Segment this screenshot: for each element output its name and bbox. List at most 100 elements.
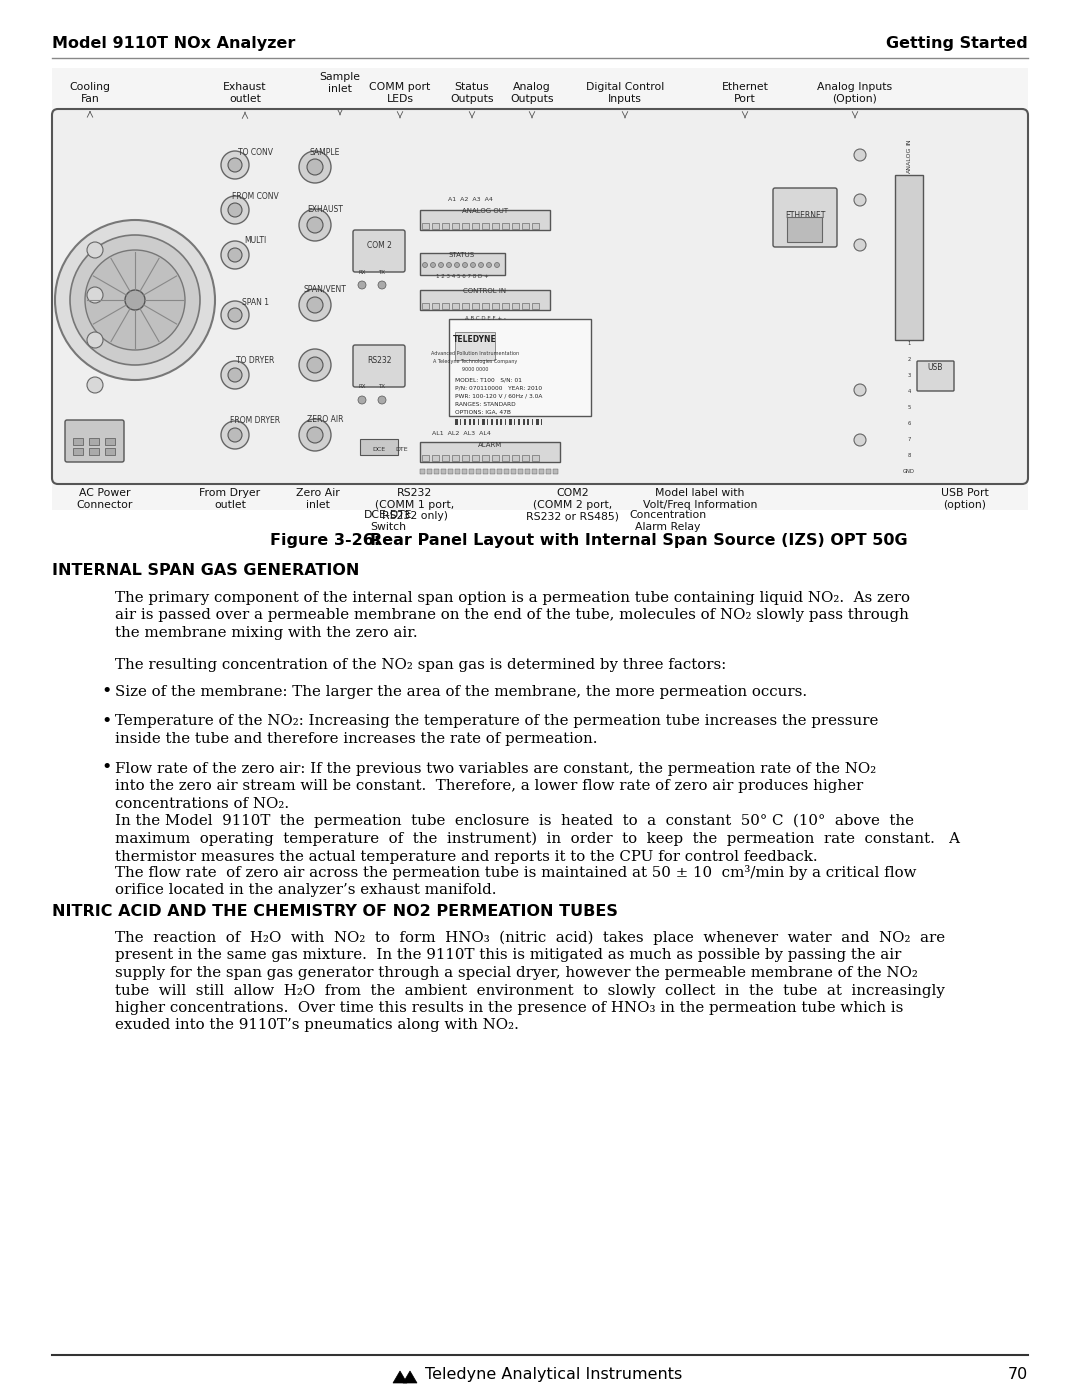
Text: AL1  AL2  AL3  AL4: AL1 AL2 AL3 AL4 (432, 432, 491, 436)
Text: •: • (102, 759, 111, 777)
Bar (476, 469, 481, 474)
Circle shape (378, 395, 386, 404)
Text: A1  A2  A3  A4: A1 A2 A3 A4 (448, 197, 492, 203)
Bar (502, 455, 509, 461)
Text: TX: TX (378, 270, 386, 275)
Bar (522, 303, 529, 309)
Text: DCE: DCE (373, 447, 386, 453)
Bar (525, 469, 530, 474)
Bar (472, 224, 480, 229)
Bar (469, 469, 474, 474)
Text: Flow rate of the zero air: If the previous two variables are constant, the perme: Flow rate of the zero air: If the previo… (114, 761, 876, 775)
Text: The  reaction  of  H₂O  with  NO₂  to  form  HNO₃  (nitric  acid)  takes  place : The reaction of H₂O with NO₂ to form HNO… (114, 930, 945, 944)
Bar (482, 224, 489, 229)
Text: Exhaust
outlet: Exhaust outlet (224, 82, 267, 103)
Text: ETHERNET: ETHERNET (785, 211, 825, 219)
Text: 1: 1 (907, 341, 910, 346)
Text: Concentration
Alarm Relay: Concentration Alarm Relay (630, 510, 706, 532)
Bar (427, 469, 432, 474)
Bar (523, 419, 525, 425)
Text: RX: RX (359, 270, 366, 275)
Circle shape (228, 427, 242, 441)
Bar (492, 455, 499, 461)
Text: present in the same gas mixture.  In the 9110T this is mitigated as much as poss: present in the same gas mixture. In the … (114, 949, 902, 963)
Circle shape (357, 281, 366, 289)
Bar (496, 419, 498, 425)
Circle shape (455, 263, 459, 267)
Text: 8: 8 (907, 453, 910, 458)
Bar (512, 303, 519, 309)
Text: 9000 0000: 9000 0000 (462, 367, 488, 372)
Text: COM 2: COM 2 (366, 242, 391, 250)
Bar (472, 455, 480, 461)
Bar (462, 303, 469, 309)
Text: 1 2 3 4 5 6 7 8 D +: 1 2 3 4 5 6 7 8 D + (435, 274, 488, 279)
Bar (504, 419, 507, 425)
Text: TX: TX (378, 384, 386, 388)
Circle shape (357, 395, 366, 404)
Circle shape (307, 159, 323, 175)
FancyBboxPatch shape (65, 420, 124, 462)
Circle shape (228, 307, 242, 321)
Circle shape (478, 263, 484, 267)
Circle shape (221, 151, 249, 179)
Bar (539, 469, 544, 474)
Text: CONTROL IN: CONTROL IN (463, 288, 507, 293)
Text: 5: 5 (907, 405, 910, 409)
Bar (497, 469, 502, 474)
Bar (73, 448, 83, 455)
Text: supply for the span gas generator through a special dryer, however the permeable: supply for the span gas generator throug… (114, 965, 918, 981)
Text: A Teledyne Technologies Company: A Teledyne Technologies Company (433, 359, 517, 365)
Text: DCE-DTE
Switch: DCE-DTE Switch (364, 510, 413, 532)
Bar (459, 419, 461, 425)
Bar (540, 419, 542, 425)
Bar (482, 419, 485, 425)
Text: higher concentrations.  Over time this results in the presence of HNO₃ in the pe: higher concentrations. Over time this re… (114, 1002, 903, 1016)
Bar (491, 419, 492, 425)
Text: orifice located in the analyzer’s exhaust manifold.: orifice located in the analyzer’s exhaus… (114, 883, 497, 897)
Bar (482, 303, 489, 309)
Bar (486, 419, 488, 425)
Circle shape (228, 249, 242, 263)
Polygon shape (393, 1370, 407, 1383)
Bar (462, 455, 469, 461)
Bar (73, 439, 83, 446)
Text: P/N: 070110000   YEAR: 2010: P/N: 070110000 YEAR: 2010 (455, 386, 542, 391)
Text: AC Power
Connector: AC Power Connector (77, 488, 133, 510)
Text: •: • (102, 682, 111, 700)
Text: Rear Panel Layout with Internal Span Source (IZS) OPT 50G: Rear Panel Layout with Internal Span Sou… (370, 534, 907, 548)
Bar (422, 303, 429, 309)
Circle shape (486, 263, 491, 267)
Text: EXHAUST: EXHAUST (307, 205, 343, 214)
Bar (522, 455, 529, 461)
Circle shape (854, 384, 866, 395)
Bar (89, 448, 99, 455)
Text: Ethernet
Port: Ethernet Port (721, 82, 769, 103)
Text: ZERO AIR: ZERO AIR (307, 415, 343, 425)
Bar (420, 291, 550, 310)
Bar (522, 224, 529, 229)
Bar (546, 469, 551, 474)
Circle shape (378, 281, 386, 289)
Bar (442, 303, 449, 309)
Circle shape (299, 289, 330, 321)
Text: COM2
(COMM 2 port,
RS232 or RS485): COM2 (COMM 2 port, RS232 or RS485) (527, 488, 620, 521)
Bar (504, 469, 509, 474)
Circle shape (55, 219, 215, 380)
Bar (512, 455, 519, 461)
Bar (442, 455, 449, 461)
Text: TELEDYNE: TELEDYNE (454, 335, 497, 344)
Circle shape (228, 158, 242, 172)
FancyBboxPatch shape (917, 360, 954, 391)
Bar (513, 419, 515, 425)
Text: TO CONV: TO CONV (238, 148, 272, 156)
Circle shape (70, 235, 200, 365)
Bar (420, 210, 550, 231)
Circle shape (854, 239, 866, 251)
Bar (518, 419, 519, 425)
Text: MODEL: T100   S/N: 01: MODEL: T100 S/N: 01 (455, 379, 522, 383)
FancyBboxPatch shape (353, 231, 405, 272)
Bar (422, 455, 429, 461)
Circle shape (221, 242, 249, 270)
Bar (502, 224, 509, 229)
